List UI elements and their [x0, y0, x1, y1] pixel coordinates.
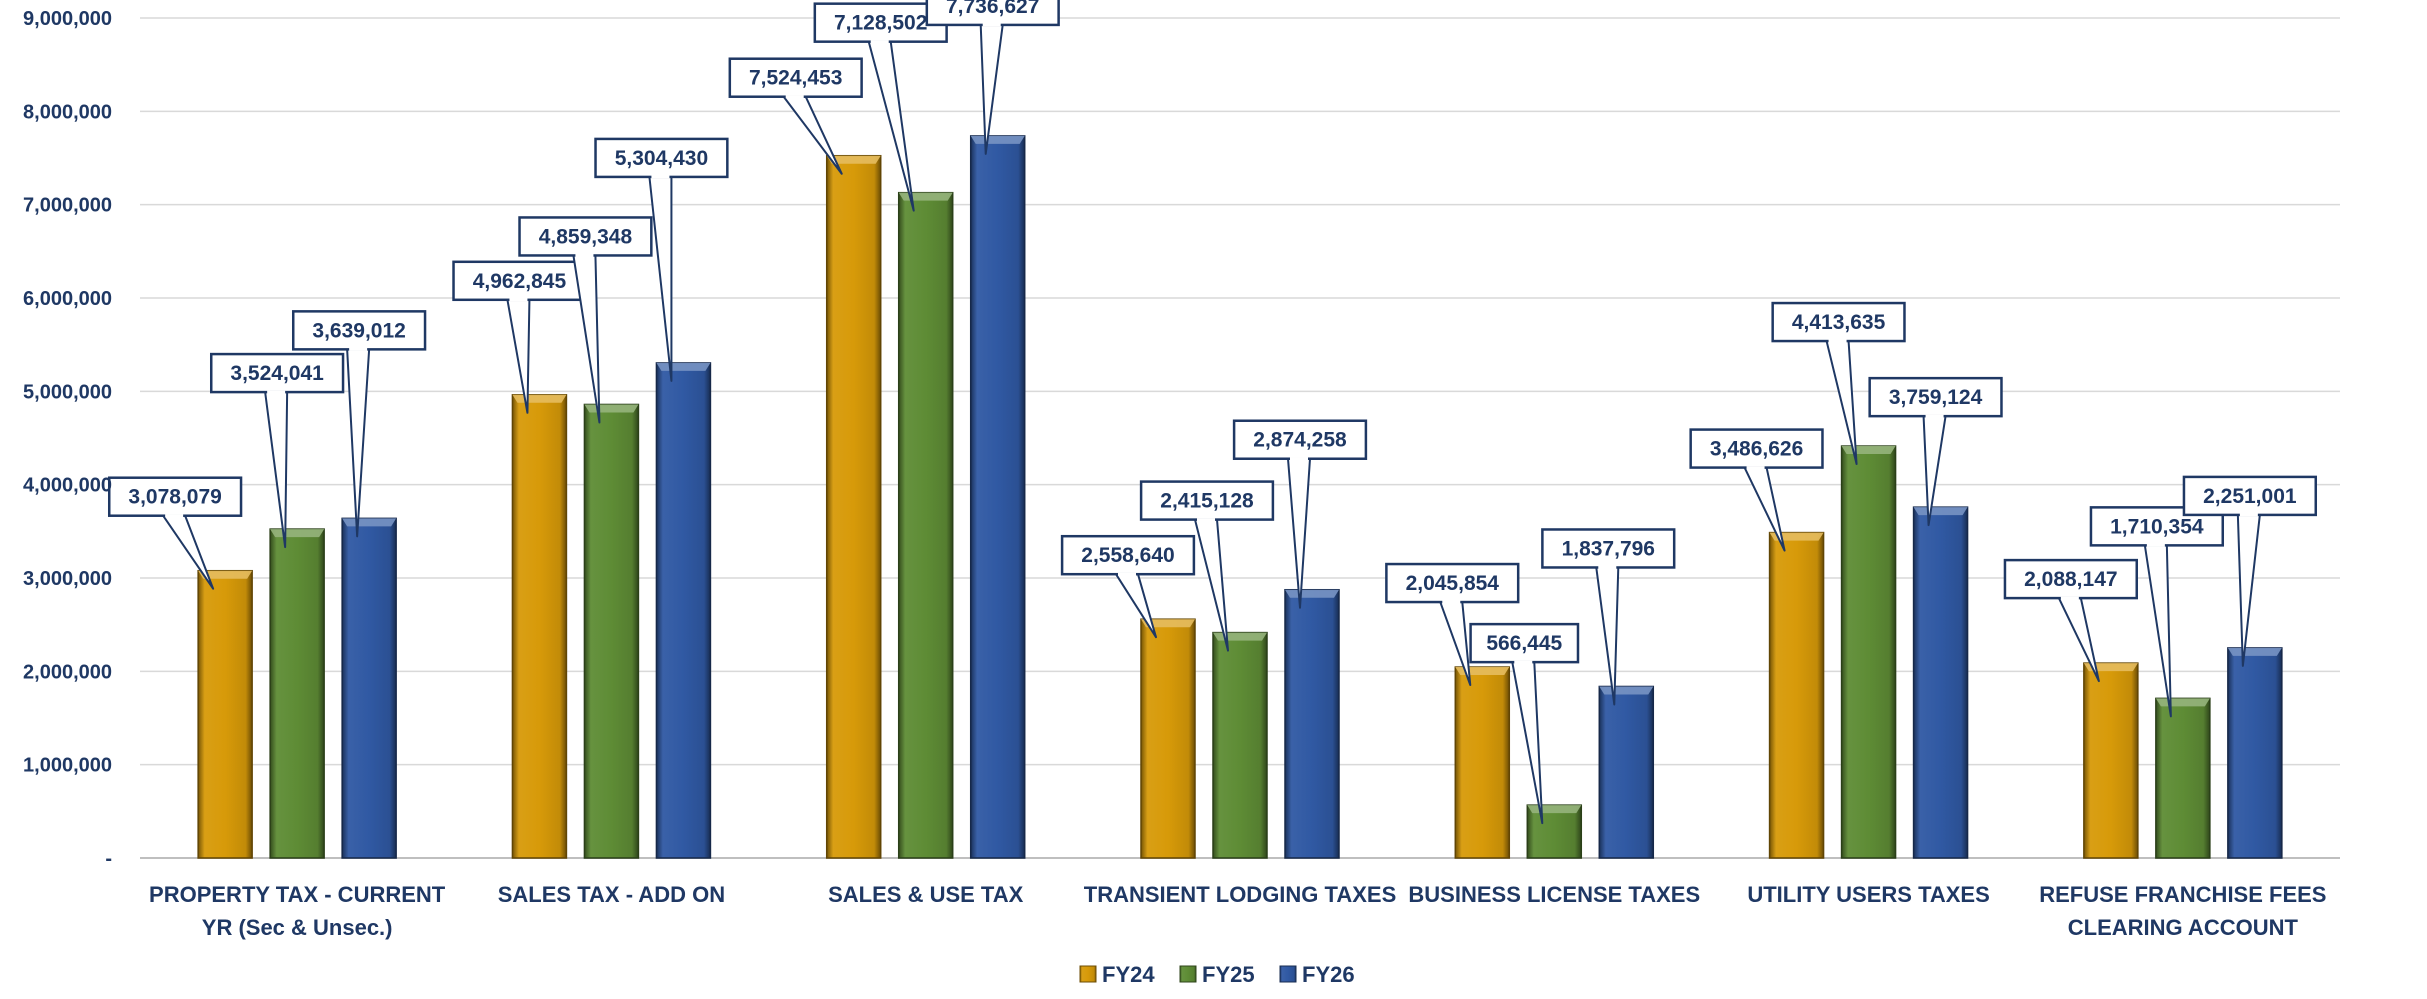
data-label: 7,736,627	[946, 0, 1039, 18]
data-label: 3,078,079	[128, 486, 221, 509]
data-label-callout: 3,524,041	[209, 352, 345, 549]
bar-fy26	[2227, 647, 2283, 859]
y-tick-label: 2,000,000	[23, 661, 112, 683]
category-label: SALES TAX - ADD ON	[498, 882, 725, 907]
bar-fy25	[1212, 631, 1268, 859]
bar-fy26	[341, 517, 397, 859]
data-label-callout: 5,304,430	[594, 137, 729, 382]
bar-fy25	[269, 528, 325, 859]
bar-fy24	[511, 394, 568, 859]
data-label-callout: 566,445	[1469, 622, 1580, 825]
data-label-callout: 2,415,128	[1139, 480, 1275, 652]
data-label-callout: 1,837,796	[1541, 528, 1676, 706]
legend-label: FY25	[1202, 962, 1255, 987]
legend-label: FY26	[1302, 962, 1355, 987]
legend-swatch-fy26	[1279, 965, 1297, 983]
bar-fy24	[2083, 662, 2139, 859]
data-label: 3,759,124	[1889, 386, 1983, 409]
y-tick-label: 4,000,000	[23, 475, 112, 497]
category-label: YR (Sec & Unsec.)	[202, 915, 393, 940]
data-label-callout: 3,759,124	[1868, 376, 2003, 527]
y-tick-label: 6,000,000	[23, 288, 112, 310]
bar-fy24	[197, 569, 253, 859]
data-label: 7,524,453	[749, 67, 842, 90]
data-label-callout: 3,639,012	[291, 310, 427, 538]
data-label-callout: 7,524,453	[728, 57, 863, 175]
legend-swatch-fy25	[1179, 965, 1197, 983]
data-label: 2,045,854	[1406, 572, 1500, 595]
data-label: 3,524,041	[230, 362, 324, 385]
data-label: 4,859,348	[539, 225, 633, 248]
data-label-callout: 3,078,079	[107, 476, 243, 590]
category-label: SALES & USE TAX	[828, 882, 1024, 907]
data-label: 2,251,001	[2203, 485, 2297, 508]
data-label-callout: 1,710,354	[2089, 506, 2225, 718]
y-tick-label: 7,000,000	[23, 195, 112, 217]
bar-fy24	[1454, 666, 1511, 859]
axis-layer: - 1,000,000 2,000,000 3,000,000 4,000,000 5,0…	[23, 8, 2326, 940]
bar-fy24	[1140, 618, 1196, 859]
category-label: UTILITY USERS TAXES	[1747, 882, 1989, 907]
bar-fy26	[1912, 506, 1969, 859]
y-tick-label: 3,000,000	[23, 568, 112, 590]
y-tick-label: -	[105, 848, 112, 870]
data-label-callout: 3,486,626	[1689, 428, 1824, 552]
bar-fy25	[2155, 697, 2211, 859]
data-label: 3,639,012	[312, 319, 405, 342]
legend: FY24 FY25 FY26	[1079, 962, 1355, 987]
bar-fy26	[969, 135, 1026, 859]
bar-fy25	[1840, 445, 1897, 859]
category-label: TRANSIENT LODGING TAXES	[1084, 882, 1397, 907]
bar-fy26	[655, 362, 712, 859]
data-label-callout: 2,558,640	[1060, 534, 1196, 639]
data-label: 1,837,796	[1562, 537, 1655, 560]
category-label: REFUSE FRANCHISE FEES	[2039, 882, 2326, 907]
data-label-callout: 4,413,635	[1771, 301, 1906, 466]
legend-label: FY24	[1102, 962, 1155, 987]
data-label-callout: 2,088,147	[2003, 558, 2139, 683]
data-label-callout: 7,128,502	[813, 2, 948, 212]
data-label: 566,445	[1486, 632, 1562, 655]
y-tick-label: 5,000,000	[23, 381, 112, 403]
data-label: 2,088,147	[2024, 568, 2117, 591]
y-tick-label: 8,000,000	[23, 101, 112, 123]
bar-fy25	[583, 403, 640, 859]
data-label: 5,304,430	[615, 147, 708, 170]
data-label: 3,486,626	[1710, 438, 1803, 461]
category-label: PROPERTY TAX - CURRENT	[149, 882, 446, 907]
data-label-callout: 7,736,627	[925, 0, 1060, 155]
bar-fy24	[1768, 531, 1825, 859]
data-label: 2,558,640	[1081, 544, 1174, 567]
legend-swatch-fy24	[1079, 965, 1097, 983]
data-label: 4,413,635	[1792, 311, 1886, 334]
bar-fy24	[825, 154, 882, 859]
data-label-callout: 2,874,258	[1232, 419, 1368, 609]
data-label: 4,962,845	[473, 270, 567, 293]
data-labels-layer: 3,078,079 3,524,041 3,639,012 4,962,845 4,85…	[107, 0, 2318, 825]
data-label: 7,128,502	[834, 12, 927, 35]
bar-fy26	[1598, 685, 1655, 859]
category-label: BUSINESS LICENSE TAXES	[1408, 882, 1700, 907]
data-label: 1,710,354	[2110, 515, 2204, 538]
category-label: CLEARING ACCOUNT	[2068, 915, 2299, 940]
data-label: 2,415,128	[1160, 490, 1254, 513]
y-tick-label: 1,000,000	[23, 755, 112, 777]
bar-fy26	[1284, 588, 1340, 859]
bar-fy25	[1526, 804, 1583, 859]
data-label-callout: 2,045,854	[1385, 562, 1520, 687]
bars-layer	[197, 135, 2283, 859]
data-label-callout: 4,962,845	[452, 260, 587, 414]
data-label-callout: 2,251,001	[2182, 475, 2318, 667]
data-label: 2,874,258	[1253, 429, 1347, 452]
y-tick-label: 9,000,000	[23, 8, 112, 30]
bar-fy25	[897, 191, 954, 859]
data-label-callout: 4,859,348	[518, 216, 653, 424]
